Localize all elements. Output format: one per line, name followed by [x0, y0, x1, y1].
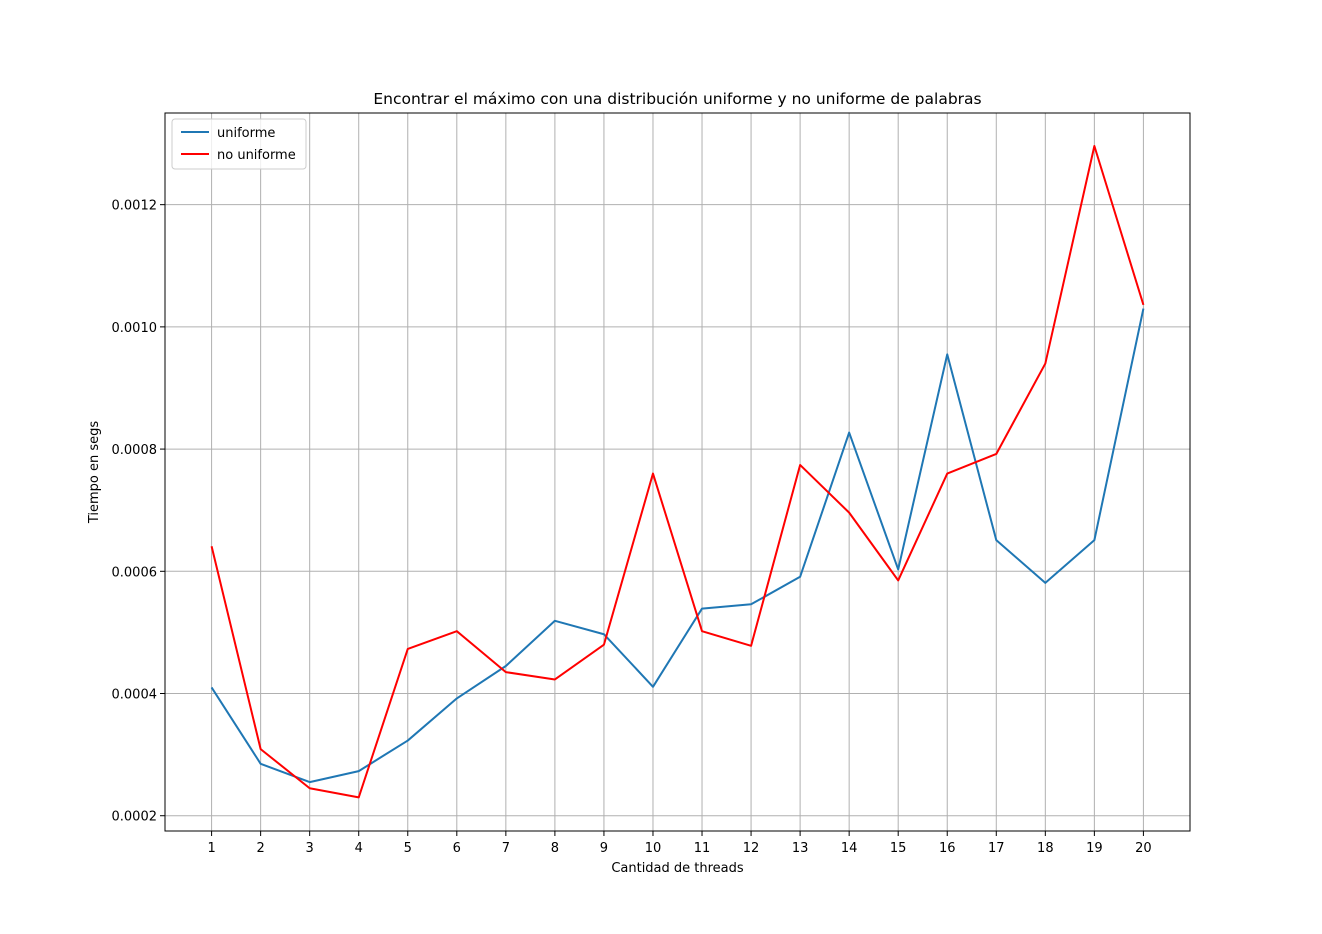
x-axis-label: Cantidad de threads — [611, 861, 744, 876]
y-tick-label: 0.0006 — [112, 565, 158, 580]
x-tick-label: 9 — [600, 841, 608, 856]
legend-label: no uniforme — [217, 148, 296, 163]
legend: uniforme no uniforme — [171, 118, 307, 170]
y-tick-label: 0.0010 — [112, 321, 158, 336]
x-tick-label: 3 — [306, 841, 314, 856]
x-tick-label: 20 — [1135, 841, 1152, 856]
series-line-1 — [210, 308, 1145, 784]
x-tick-label: 8 — [551, 841, 559, 856]
x-tick-label: 15 — [890, 841, 907, 856]
x-tick-label: 6 — [453, 841, 461, 856]
series-line-2 — [210, 145, 1145, 799]
x-tick-label: 11 — [694, 841, 711, 856]
plot-frame — [164, 112, 1191, 832]
x-tick-label: 12 — [743, 841, 760, 856]
x-tick-label: 4 — [355, 841, 363, 856]
chart-title: Encontrar el máximo con una distribución… — [373, 90, 981, 108]
y-axis-label: Tiempo en segs — [87, 421, 102, 525]
x-tick-label: 17 — [988, 841, 1005, 856]
x-tick-label: 18 — [1037, 841, 1054, 856]
x-tick-label: 7 — [502, 841, 510, 856]
x-tick-label: 19 — [1086, 841, 1103, 856]
x-tick-label: 14 — [841, 841, 858, 856]
series-lines — [210, 145, 1145, 799]
x-tick-label: 5 — [404, 841, 412, 856]
x-tick-label: 10 — [645, 841, 662, 856]
y-tick-label: 0.0008 — [112, 443, 158, 458]
y-tick-label: 0.0012 — [112, 199, 158, 214]
x-tick-label: 13 — [792, 841, 809, 856]
x-tick-label: 2 — [256, 841, 264, 856]
legend-label: uniforme — [217, 126, 275, 141]
x-tick-label: 16 — [939, 841, 956, 856]
y-tick-label: 0.0004 — [112, 688, 158, 703]
y-tick-label: 0.0002 — [112, 810, 158, 825]
grid — [165, 113, 1190, 831]
axis-ticks: 1 2 3 4 5 6 7 8 9 10 11 12 13 14 15 16 17 18 19 200.00020.0… — [112, 199, 1152, 856]
x-tick-label: 1 — [207, 841, 215, 856]
